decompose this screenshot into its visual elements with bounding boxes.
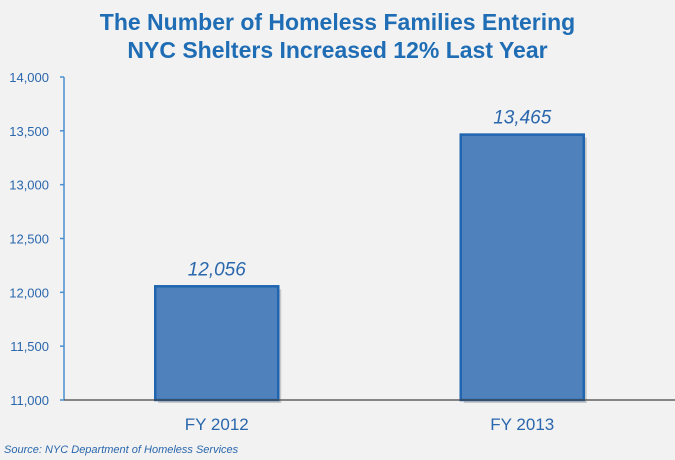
y-tick-label: 13,500 — [9, 124, 49, 139]
bar — [154, 285, 280, 402]
y-tick-label: 12,000 — [9, 285, 49, 300]
y-tick-label: 13,000 — [9, 178, 49, 193]
x-tick-label: FY 2013 — [490, 415, 554, 434]
y-tick-label: 11,000 — [10, 393, 49, 408]
y-tick-label: 12,500 — [9, 232, 49, 247]
y-tick-label: 14,000 — [9, 70, 49, 85]
chart-title: The Number of Homeless Families Entering… — [0, 8, 675, 64]
data-label: 13,465 — [493, 108, 552, 129]
x-tick-label: FY 2012 — [185, 415, 249, 434]
bar — [459, 133, 585, 402]
data-label: 12,056 — [188, 259, 247, 280]
chart-title-line: NYC Shelters Increased 12% Last Year — [127, 37, 548, 63]
y-tick-label: 11,500 — [10, 339, 49, 354]
chart-title-line: The Number of Homeless Families Entering — [99, 9, 576, 35]
source-note: Source: NYC Department of Homeless Servi… — [4, 444, 239, 456]
